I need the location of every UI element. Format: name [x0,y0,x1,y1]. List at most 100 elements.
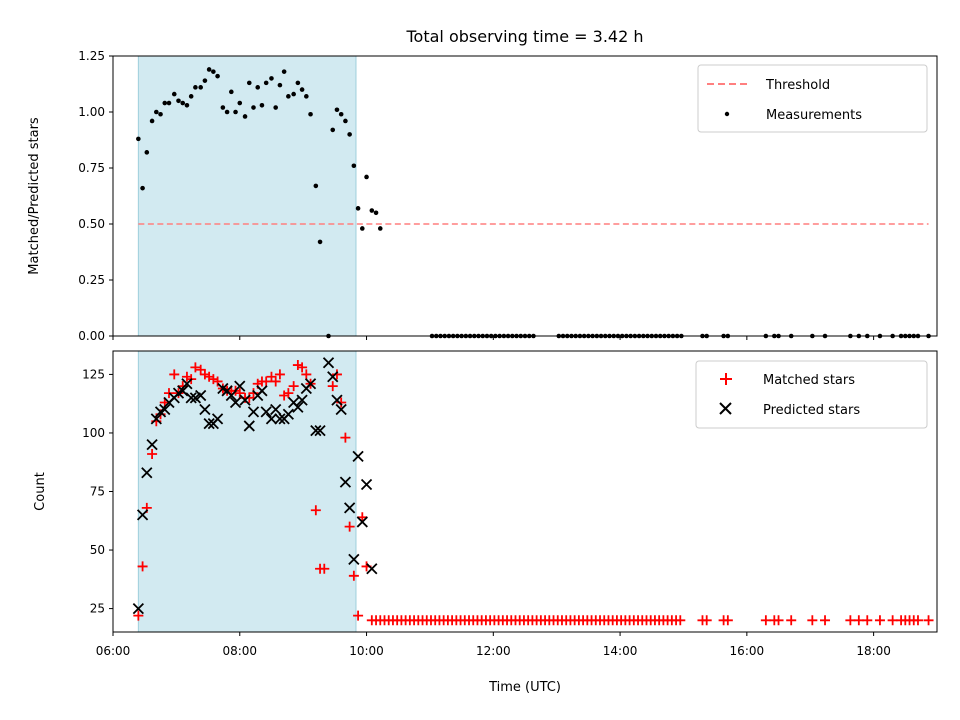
matched-star-point [137,561,148,572]
matched-star-floor-point [912,615,923,626]
bottom-y-tick-label: 75 [90,485,105,499]
bottom-axes-frame [112,350,938,633]
measurement-point [295,80,301,86]
matched-star-point [169,369,180,380]
matched-star-floor-point [675,615,686,626]
matched-star-point [353,610,364,621]
matched-star-point [331,369,342,380]
matched-star-floor-point [853,615,864,626]
bottom-y-tick-label: 50 [90,543,105,557]
predicted-star-point [243,420,255,432]
predicted-star-point [229,396,242,409]
bottom-legend: Matched stars Predicted stars [695,360,928,429]
measurement-point [277,82,283,88]
matched-star-floor-point [874,615,885,626]
predicted-star-point [331,394,343,406]
matched-star-floor-point [807,615,818,626]
measurement-point [281,69,287,74]
matched-star-point [234,388,245,399]
matched-star-floor-point [701,615,712,626]
measurement-point [229,89,234,95]
measurement-point [215,73,220,79]
measurement-point [184,102,190,108]
predicted-star-point [360,478,373,491]
matched-star-point [288,381,299,392]
matched-star-point [301,369,312,380]
matched-star-point [340,432,351,443]
legend-measurements-label: Measurements [766,108,862,123]
matched-star-point [357,512,368,523]
predicted-star-point [322,357,335,369]
measurement-point [211,69,216,74]
top-y-tick-label: 1.25 [78,49,105,63]
measurement-point [246,80,252,86]
measurement-point [166,100,172,106]
top-y-tick-label: 1.00 [78,105,105,119]
matched-star-point [133,610,144,621]
measurement-point [313,183,319,189]
top-y-tick-label: 0.25 [78,273,105,287]
top-panel-ratio-plot: 0.00 0.25 0.50 0.75 1.00 1.25 Matched/Predict… [27,49,938,343]
measurement-point [233,109,238,115]
measurement-point [369,208,375,213]
bottom-x-ticks: 06:00 08:00 10:00 12:00 14:00 16:00 18:00 [96,632,891,658]
matched-star-point [344,521,355,532]
predicted-star-point [260,406,272,418]
matched-star-point [190,362,201,373]
top-y-tick-label: 0.50 [78,217,105,231]
predicted-star-point [352,450,364,463]
observing-window-shade [137,55,357,337]
predicted-star-point [282,408,295,420]
measurement-point [171,91,177,97]
predicted-star-point [247,406,260,418]
top-y-tick-label: 0.75 [78,161,105,175]
chart-title: Total observing time = 3.42 h [405,27,643,46]
top-axes-frame [112,55,938,337]
predicted-star-point [310,424,322,437]
matched-star-point [270,376,281,387]
measurement-point [373,210,379,216]
measurement-point [242,114,248,119]
matched-star-floor-point [773,615,784,626]
measurement-point [251,105,256,110]
predicted-star-point [296,394,308,406]
matched-star-point [336,397,347,408]
measurement-point [308,111,313,117]
measurement-point [273,105,278,110]
matched-star-point [327,381,338,392]
matched-star-point [283,388,294,399]
measurement-point [364,174,369,180]
matched-star-floor-point [722,615,733,626]
predicted-star-point [348,553,360,566]
predicted-star-point [132,602,144,615]
predicted-star-point [304,378,317,390]
measurement-point [299,87,305,92]
measurement-point [206,67,212,72]
measurement-point [317,239,323,245]
measurement-point [193,85,198,90]
predicted-star-point [343,502,356,514]
matched-star-floor-point [887,615,898,626]
matched-star-floor-point [845,615,856,626]
measurement-point [220,105,226,110]
measurement-point [351,163,357,169]
predicted-star-point [199,403,211,416]
legend-measurements-swatch [724,111,730,117]
bottom-x-tick-label: 08:00 [222,644,257,658]
measurement-point [304,94,309,99]
measurement-point [136,136,141,142]
predicted-star-point [274,413,286,425]
measurement-point [355,206,361,211]
predicted-star-point [314,424,326,437]
count-points [132,357,934,626]
predicted-star-point [195,389,207,402]
measurement-point [188,94,194,99]
predicted-star-point [239,394,251,406]
legend-predicted-swatch [719,402,732,415]
matched-star-point [261,376,272,387]
measurement-point [176,98,181,104]
bottom-panel-count-plot: 25 50 75 100 125 06:00 08:00 10:00 12:00 14:00 16… [33,350,938,695]
measurement-point [154,109,159,115]
measurement-point [286,94,291,99]
matched-star-floor-point [820,615,831,626]
